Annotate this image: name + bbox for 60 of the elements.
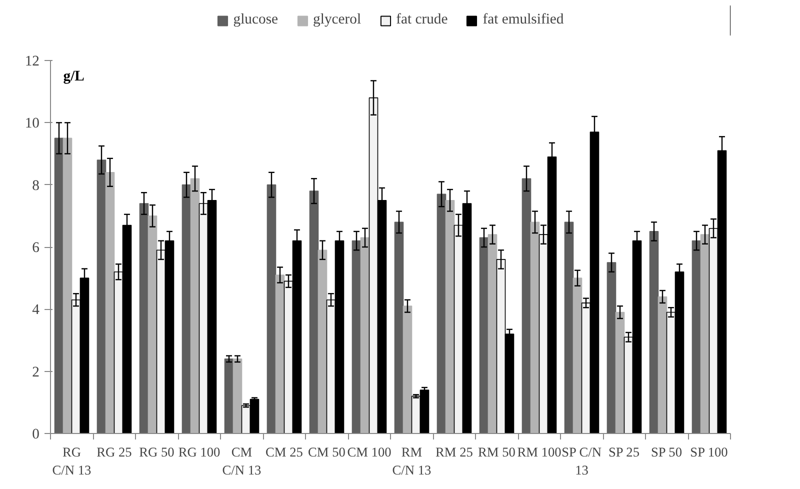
bar — [190, 178, 200, 434]
bar — [649, 231, 659, 434]
x-tick-label: CM C/N 13 — [222, 444, 262, 478]
bar — [564, 222, 574, 434]
bar — [266, 184, 276, 434]
legend-label: fat crude — [396, 12, 448, 28]
bar — [224, 358, 234, 434]
x-tick-label: SP 100 — [690, 444, 728, 460]
bar — [488, 234, 498, 434]
x-tick-label: RG C/N 13 — [52, 444, 92, 478]
y-axis-title: g/L — [63, 68, 85, 84]
x-tick-label: SP 50 — [651, 444, 682, 460]
y-tick-label: 10 — [24, 116, 40, 132]
y-tick-label: 12 — [24, 54, 40, 70]
bar — [318, 250, 328, 434]
x-tick-label: CM 50 — [308, 444, 346, 460]
bar — [522, 178, 532, 434]
bar — [700, 234, 710, 434]
bar — [436, 194, 446, 434]
bar — [309, 190, 319, 434]
bar — [275, 274, 285, 434]
bar — [530, 222, 540, 434]
x-tick-label: RM 50 — [478, 444, 516, 460]
x-tick-label: RG 25 — [96, 444, 132, 460]
bar — [572, 278, 582, 434]
bar — [658, 296, 668, 434]
y-tick-label: 8 — [32, 178, 40, 194]
y-tick-label: 4 — [32, 302, 40, 318]
bar — [615, 312, 625, 434]
bar — [62, 138, 72, 434]
x-tick-label: RM C/N 13 — [392, 444, 432, 478]
legend-label: fat emulsified — [482, 12, 564, 28]
bar — [139, 203, 149, 434]
bar — [479, 237, 489, 434]
bar — [692, 240, 702, 434]
x-tick-label: CM 100 — [347, 444, 392, 460]
bar — [182, 184, 192, 434]
bar — [54, 138, 64, 434]
y-tick-label: 0 — [32, 426, 40, 442]
x-tick-label: CM 25 — [266, 444, 304, 460]
legend-label: glycerol — [313, 12, 362, 28]
y-tick-label: 2 — [32, 364, 40, 380]
bar — [402, 306, 412, 434]
bar — [606, 262, 616, 434]
bar — [105, 172, 115, 434]
bar — [232, 358, 242, 434]
x-tick-label: SP C/N 13 — [562, 444, 602, 478]
legend-label: glucose — [233, 12, 278, 28]
bar — [394, 222, 404, 434]
y-tick-label: 6 — [32, 240, 40, 256]
bar — [96, 160, 106, 434]
bar — [445, 200, 455, 434]
x-tick-label: RG 50 — [139, 444, 175, 460]
x-tick-label: RM 100 — [517, 444, 562, 460]
bar — [352, 240, 362, 434]
x-tick-label: RM 25 — [436, 444, 474, 460]
x-tick-label: RG 100 — [178, 444, 221, 460]
x-tick-label: SP 25 — [608, 444, 640, 460]
bar — [360, 237, 370, 434]
bar — [148, 216, 158, 434]
